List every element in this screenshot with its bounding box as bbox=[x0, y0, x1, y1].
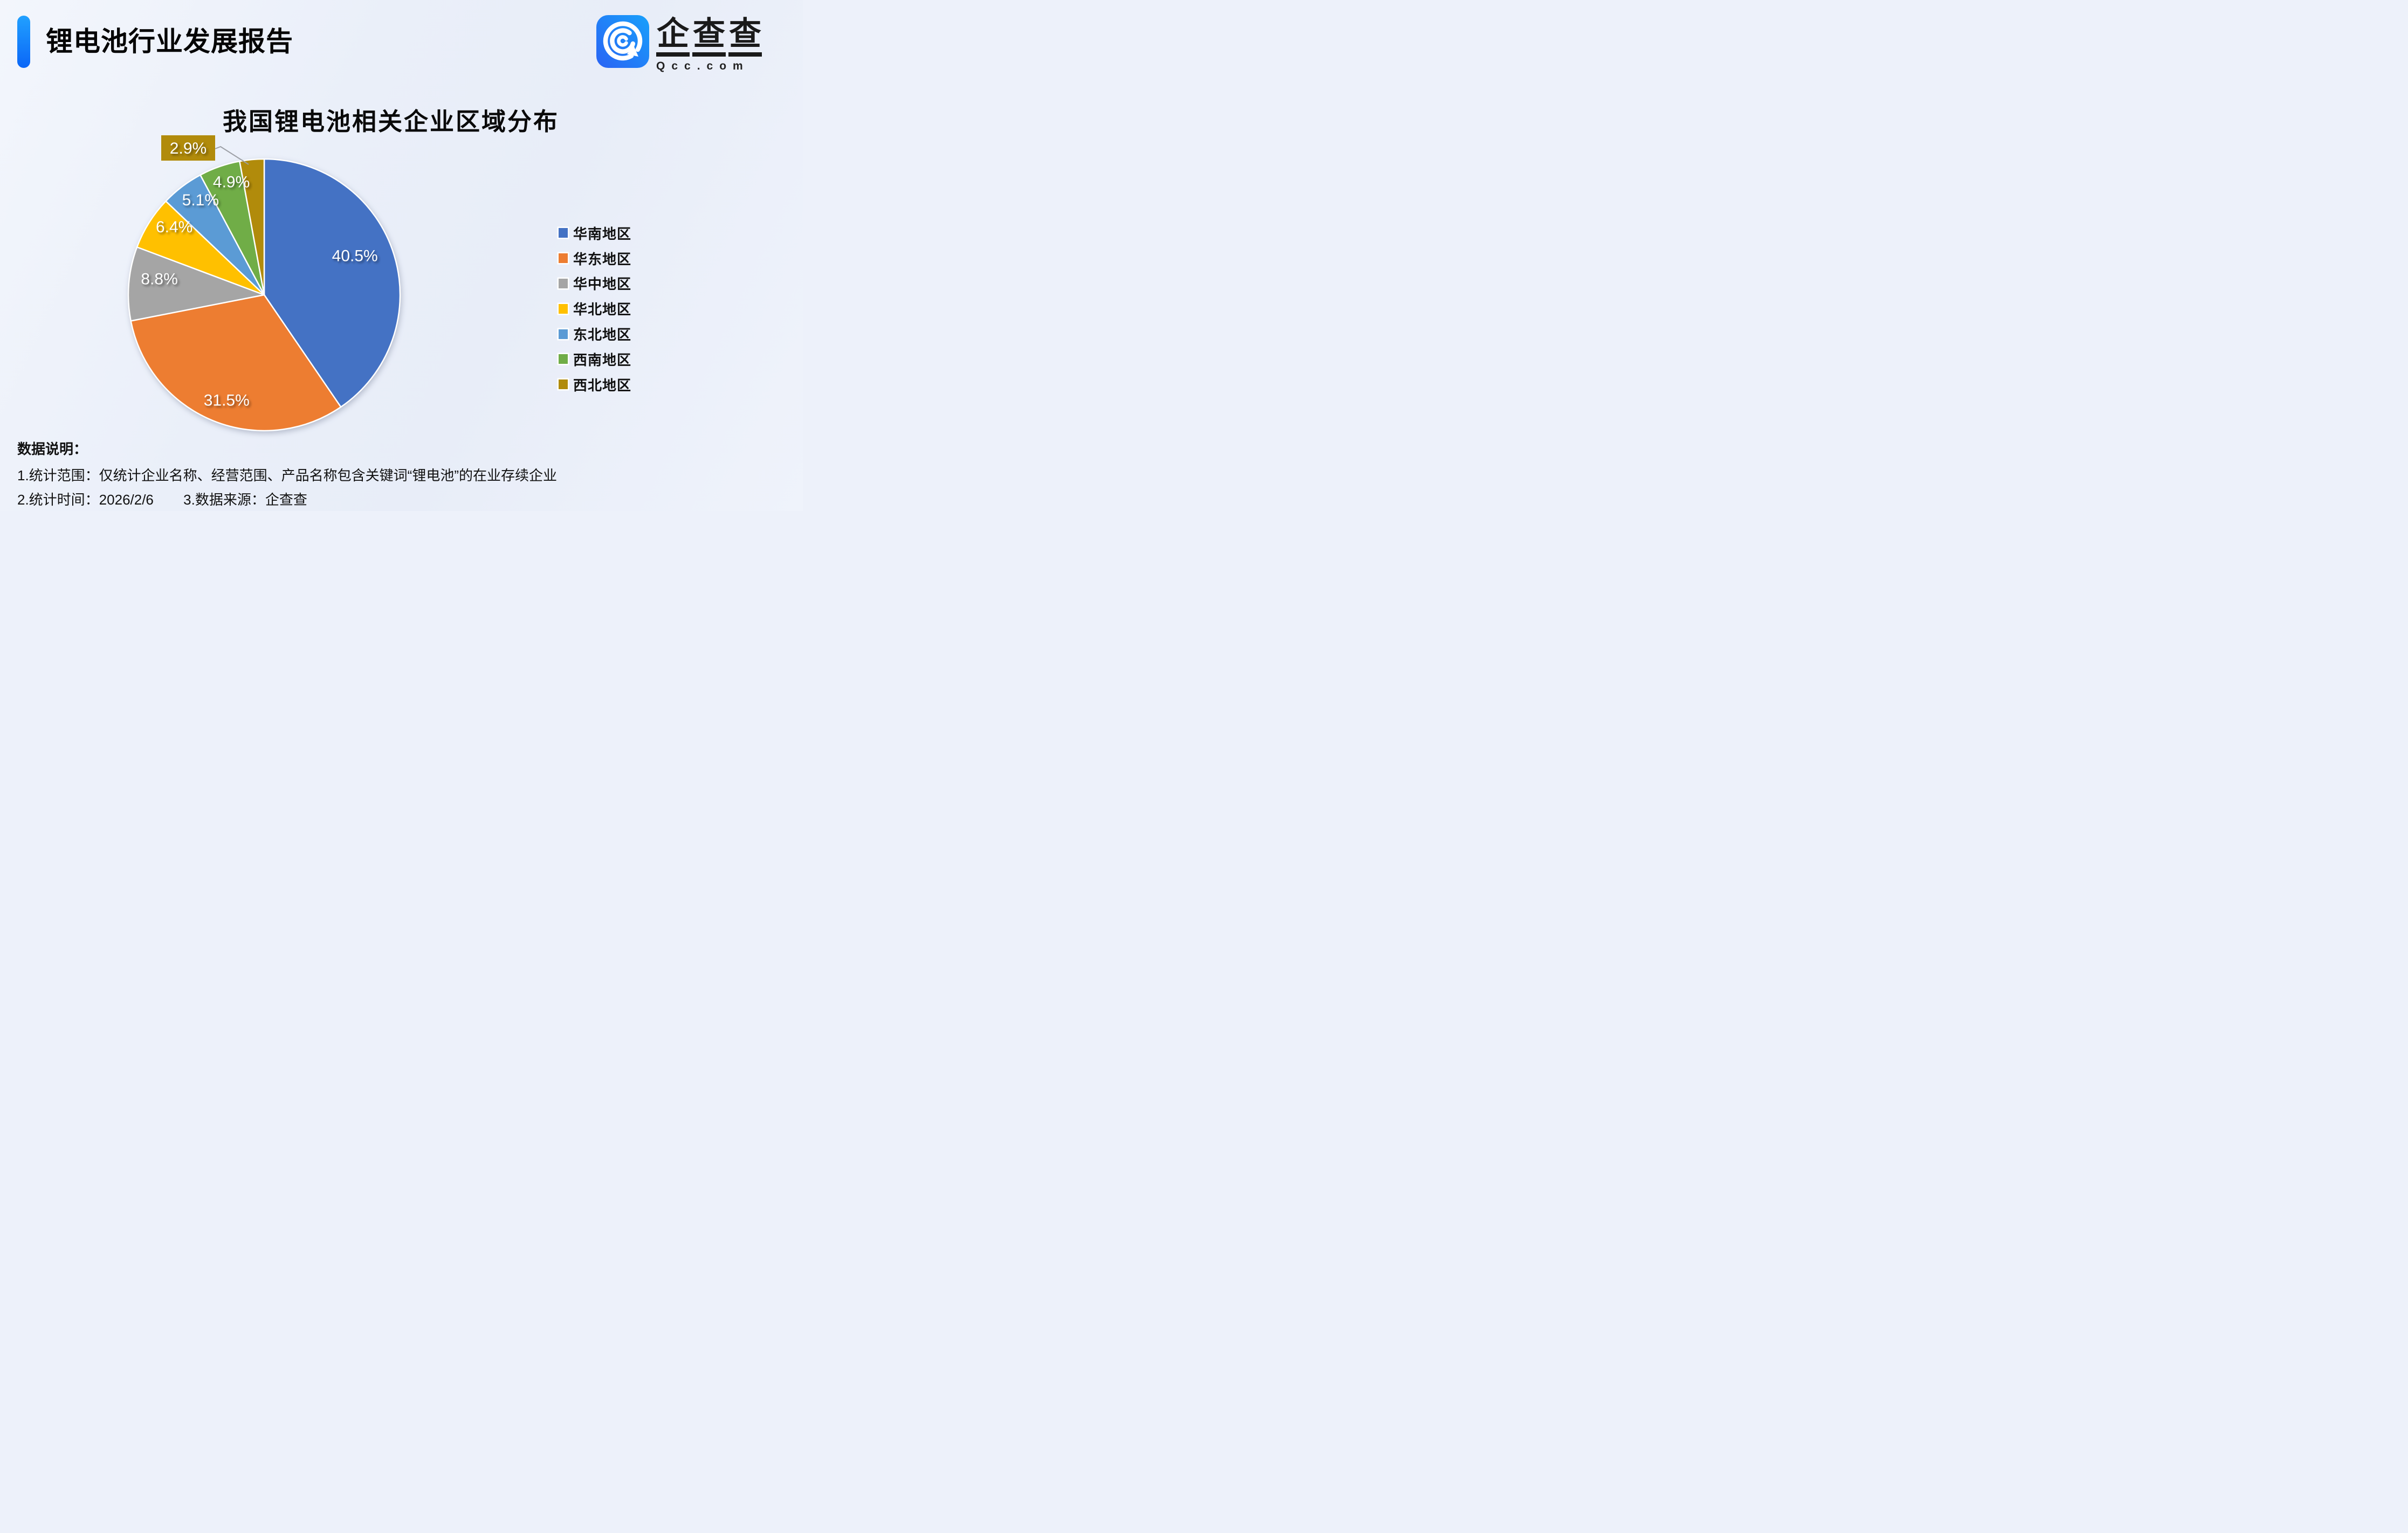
report-page: 锂电池行业发展报告 企查查 Qcc.com 我国锂电池相关企业区域分布 40.5… bbox=[0, 0, 803, 511]
pie-slice-华东地区 bbox=[130, 294, 342, 432]
legend-swatch bbox=[559, 379, 568, 390]
legend-item-华东地区: 华东地区 bbox=[559, 246, 631, 271]
pie-slice-华南地区 bbox=[263, 158, 401, 408]
legend-label: 西北地区 bbox=[573, 377, 632, 393]
pie-label-东北地区: 5.1% bbox=[182, 191, 219, 209]
brand-name: 企查查 bbox=[656, 17, 762, 57]
legend-swatch bbox=[559, 329, 568, 339]
brand-char: 查 bbox=[728, 17, 762, 57]
legend-item-东北地区: 东北地区 bbox=[559, 321, 631, 347]
brand-domain: Qcc.com bbox=[656, 60, 749, 72]
pie-label-西北地区: 2.9% bbox=[170, 140, 207, 157]
pie-slice-华中地区 bbox=[127, 246, 265, 322]
qcc-logo-text: 企查查 Qcc.com bbox=[656, 15, 762, 73]
legend-label: 华北地区 bbox=[573, 301, 632, 318]
legend-label: 华南地区 bbox=[573, 225, 632, 242]
chart-title: 我国锂电池相关企业区域分布 bbox=[222, 108, 559, 135]
title-accent-bar bbox=[17, 16, 30, 68]
chart-legend: 华南地区华东地区华中地区华北地区东北地区西南地区西北地区 bbox=[559, 220, 631, 397]
pie-label-西南地区: 4.9% bbox=[213, 173, 250, 191]
legend-label: 华中地区 bbox=[573, 276, 632, 293]
legend-item-西北地区: 西北地区 bbox=[559, 372, 631, 397]
callout-leader-line bbox=[215, 146, 249, 165]
footer-heading: 数据说明： bbox=[17, 441, 88, 457]
legend-swatch bbox=[559, 228, 568, 238]
qcc-logo-icon bbox=[596, 15, 649, 68]
pie-label-华中地区: 8.8% bbox=[141, 271, 177, 288]
legend-item-华中地区: 华中地区 bbox=[559, 271, 631, 296]
legend-swatch bbox=[559, 303, 568, 314]
brand-char: 企 bbox=[656, 17, 690, 57]
pie-label-华南地区: 40.5% bbox=[332, 247, 378, 265]
brand-char: 查 bbox=[692, 17, 726, 57]
pie-label-华东地区: 31.5% bbox=[204, 391, 250, 409]
page-title: 锂电池行业发展报告 bbox=[46, 26, 293, 57]
footer-note-source: 3.数据来源：企查查 bbox=[183, 492, 307, 508]
legend-item-西南地区: 西南地区 bbox=[559, 347, 631, 372]
footer-note-date: 2.统计时间：2026/2/6 bbox=[17, 492, 154, 508]
legend-label: 东北地区 bbox=[573, 327, 632, 343]
legend-swatch bbox=[559, 354, 568, 364]
legend-label: 西南地区 bbox=[573, 351, 632, 368]
pie-label-华北地区: 6.4% bbox=[156, 218, 192, 236]
legend-item-华南地区: 华南地区 bbox=[559, 220, 631, 246]
pie-chart: 40.5% 31.5% 8.8% 6.4% 5.1%4.9% 2.9% bbox=[127, 135, 401, 432]
footer-note-meta: 2.统计时间：2026/2/6 3.数据来源：企查查 bbox=[17, 489, 307, 509]
legend-item-华北地区: 华北地区 bbox=[559, 296, 631, 321]
footer-note-scope: 1.统计范围：仅统计企业名称、经营范围、产品名称包含关键词“锂电池”的在业存续企… bbox=[17, 467, 558, 484]
legend-swatch bbox=[559, 278, 568, 288]
pie-slice-西北地区 bbox=[239, 158, 265, 296]
qcc-logo: 企查查 Qcc.com bbox=[596, 15, 762, 73]
legend-label: 华东地区 bbox=[573, 251, 632, 267]
callout-box bbox=[161, 135, 215, 161]
legend-swatch bbox=[559, 253, 568, 264]
